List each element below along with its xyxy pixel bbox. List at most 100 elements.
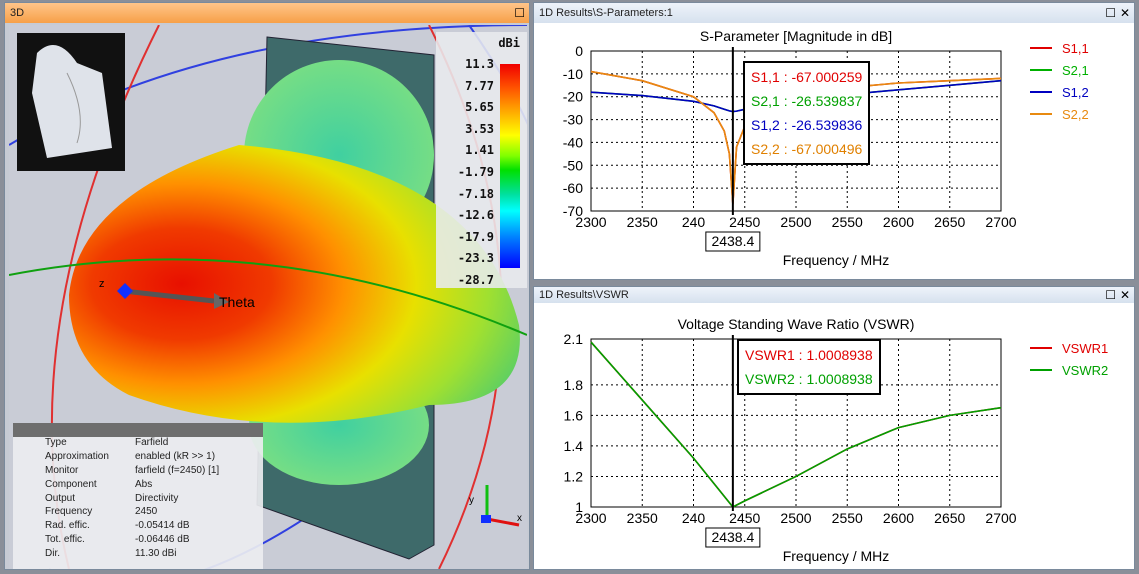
sparam-window-title: 1D Results\S-Parameters:1 — [539, 7, 673, 19]
legend-item[interactable]: S1,2 — [1030, 81, 1089, 103]
x-tick-label: 2350 — [627, 214, 658, 230]
maximize-icon[interactable]: ☐ — [514, 6, 525, 20]
x-tick-label: 2600 — [883, 214, 914, 230]
readout-line: S2,2 : -67.000496 — [751, 141, 863, 157]
legend-label: VSWR2 — [1062, 362, 1109, 378]
plot-decoration — [117, 283, 133, 299]
vswr-legend: VSWR1 VSWR2 — [1030, 337, 1108, 381]
x-tick-label: 2650 — [934, 510, 965, 526]
3d-view-panel: 3D ☐ z Theta y x dBi 11.3 7.77 5.65 3.53 1.41… — [4, 2, 530, 570]
legend-item[interactable]: S1,1 — [1030, 37, 1089, 59]
colorbar-tick-label: -23.3 — [457, 251, 494, 266]
y-tick-label: 0 — [575, 43, 583, 59]
y-tick-label: 1.4 — [564, 438, 584, 454]
legend-swatch — [1030, 369, 1052, 371]
colorbar-tick-label: -7.18 — [457, 186, 494, 201]
legend-label: S2,1 — [1062, 62, 1089, 78]
sparam-chart[interactable]: S-Parameter [Magnitude in dB] 2300 2350 240… — [536, 23, 1134, 279]
z-axis-label: z — [99, 278, 105, 290]
legend-label: S1,2 — [1062, 84, 1089, 100]
x-tick-label: 2500 — [780, 510, 811, 526]
y-tick-label: 2.1 — [564, 331, 584, 347]
info-value: -0.05414 dB — [135, 520, 190, 532]
vswr-panel: 1D Results\VSWR ☐ ✕ Voltage Standing Wave … — [533, 286, 1135, 570]
x-tick-label: 2650 — [934, 214, 965, 230]
y-tick-label: -30 — [563, 112, 583, 128]
x-tick-label: 2300 — [575, 510, 606, 526]
plot-decoration — [49, 494, 340, 569]
vswr-marker-readout: VSWR1 : 1.0008938 VSWR2 : 1.0008938 — [737, 339, 881, 395]
y-tick-label: -40 — [563, 134, 583, 150]
y-tick-label: 1.2 — [564, 468, 584, 484]
vswr-chart[interactable]: Voltage Standing Wave Ratio (VSWR) 2300 23… — [536, 303, 1134, 569]
y-axis-label: y — [469, 495, 474, 506]
colorbar-tick-label: -1.79 — [457, 165, 494, 179]
structure-thumbnail — [17, 33, 125, 171]
readout-line: S1,2 : -26.539836 — [751, 117, 863, 133]
info-value: Directivity — [135, 492, 179, 504]
y-tick-label: -50 — [563, 157, 583, 173]
plot-decoration — [9, 258, 527, 336]
x-tick-label: 2550 — [832, 214, 863, 230]
3d-panel-header: 3D ☐ — [5, 3, 529, 23]
info-key: Approximation — [45, 450, 109, 462]
x-tick-label: 2450 — [729, 510, 760, 526]
vswr-panel-header: 1D Results\VSWR ☐ ✕ — [534, 287, 1134, 303]
legend-swatch — [1030, 47, 1052, 49]
sparam-marker-readout: S1,1 : -67.000259 S2,1 : -26.539837 S1,2 :… — [743, 61, 871, 165]
colorbar: dBi 11.3 7.77 5.65 3.53 1.41 -1.79 -7.18 -12.6 -… — [436, 32, 527, 288]
x-tick-label: 2500 — [780, 214, 811, 230]
readout-line: VSWR2 : 1.0008938 — [745, 371, 873, 387]
x-tick-label: 240 — [682, 214, 706, 230]
farfield-plot: z Theta y x — [9, 25, 527, 569]
info-key: Tot. effic. — [45, 534, 85, 546]
theta-label: Theta — [219, 294, 255, 310]
colorbar-gradient — [500, 64, 520, 268]
3d-viewport[interactable]: z Theta y x dBi 11.3 7.77 5.65 3.53 1.41 -1.7… — [9, 25, 527, 569]
chart-title: Voltage Standing Wave Ratio (VSWR) — [678, 316, 915, 332]
y-tick-label: -60 — [563, 180, 583, 196]
maximize-icon[interactable]: ☐ — [1105, 6, 1116, 20]
info-value: enabled (kR >> 1) — [135, 450, 216, 462]
info-row: Frequency 2450 — [13, 506, 263, 520]
x-axis-label: Frequency / MHz — [783, 548, 890, 564]
plot-frame — [590, 50, 1002, 212]
colorbar-tick-label: -28.7 — [457, 273, 494, 287]
info-row: Approximation enabled (kR >> 1) — [13, 451, 263, 465]
series-line-s2-2 — [590, 70, 1002, 205]
info-key: Component — [45, 478, 97, 490]
chart-title: S-Parameter [Magnitude in dB] — [700, 28, 892, 44]
readout-line: S2,1 : -26.539837 — [751, 93, 863, 109]
legend-label: S2,2 — [1062, 106, 1089, 122]
legend-label: S1,1 — [1062, 40, 1089, 56]
close-icon[interactable]: ✕ — [1119, 6, 1130, 20]
legend-item[interactable]: S2,1 — [1030, 59, 1089, 81]
legend-item[interactable]: VSWR2 — [1030, 359, 1108, 381]
colorbar-tick-label: 11.3 — [465, 57, 494, 71]
info-value: 2450 — [135, 506, 158, 518]
colorbar-tick-label: 1.41 — [465, 143, 494, 158]
marker-x-label: 2438.4 — [711, 233, 754, 249]
info-key: Frequency — [45, 506, 93, 518]
info-value: Farfield — [135, 437, 169, 448]
legend-label: VSWR1 — [1062, 340, 1109, 356]
close-icon[interactable]: ✕ — [1119, 288, 1130, 302]
maximize-icon[interactable]: ☐ — [1105, 288, 1116, 302]
info-row: Dir. 11.30 dBi — [13, 548, 263, 562]
x-tick-label: 2700 — [985, 214, 1016, 230]
marker-x-box — [705, 231, 761, 252]
x-tick-label: 2350 — [627, 510, 658, 526]
x-tick-label: 2450 — [729, 214, 760, 230]
x-tick-label: 2700 — [985, 510, 1016, 526]
marker-x-box — [705, 527, 761, 548]
legend-swatch — [1030, 113, 1052, 115]
sparam-panel-header: 1D Results\S-Parameters:1 ☐ ✕ — [534, 3, 1134, 23]
legend-item[interactable]: S2,2 — [1030, 103, 1089, 125]
vswr-window-title: 1D Results\VSWR — [539, 289, 629, 301]
readout-line: VSWR1 : 1.0008938 — [745, 347, 873, 363]
colorbar-tick-label: 7.77 — [465, 78, 494, 93]
legend-item[interactable]: VSWR1 — [1030, 337, 1108, 359]
y-tick-label: -10 — [563, 66, 583, 82]
info-key: Output — [45, 492, 76, 504]
y-tick-label: 1.8 — [564, 377, 584, 393]
